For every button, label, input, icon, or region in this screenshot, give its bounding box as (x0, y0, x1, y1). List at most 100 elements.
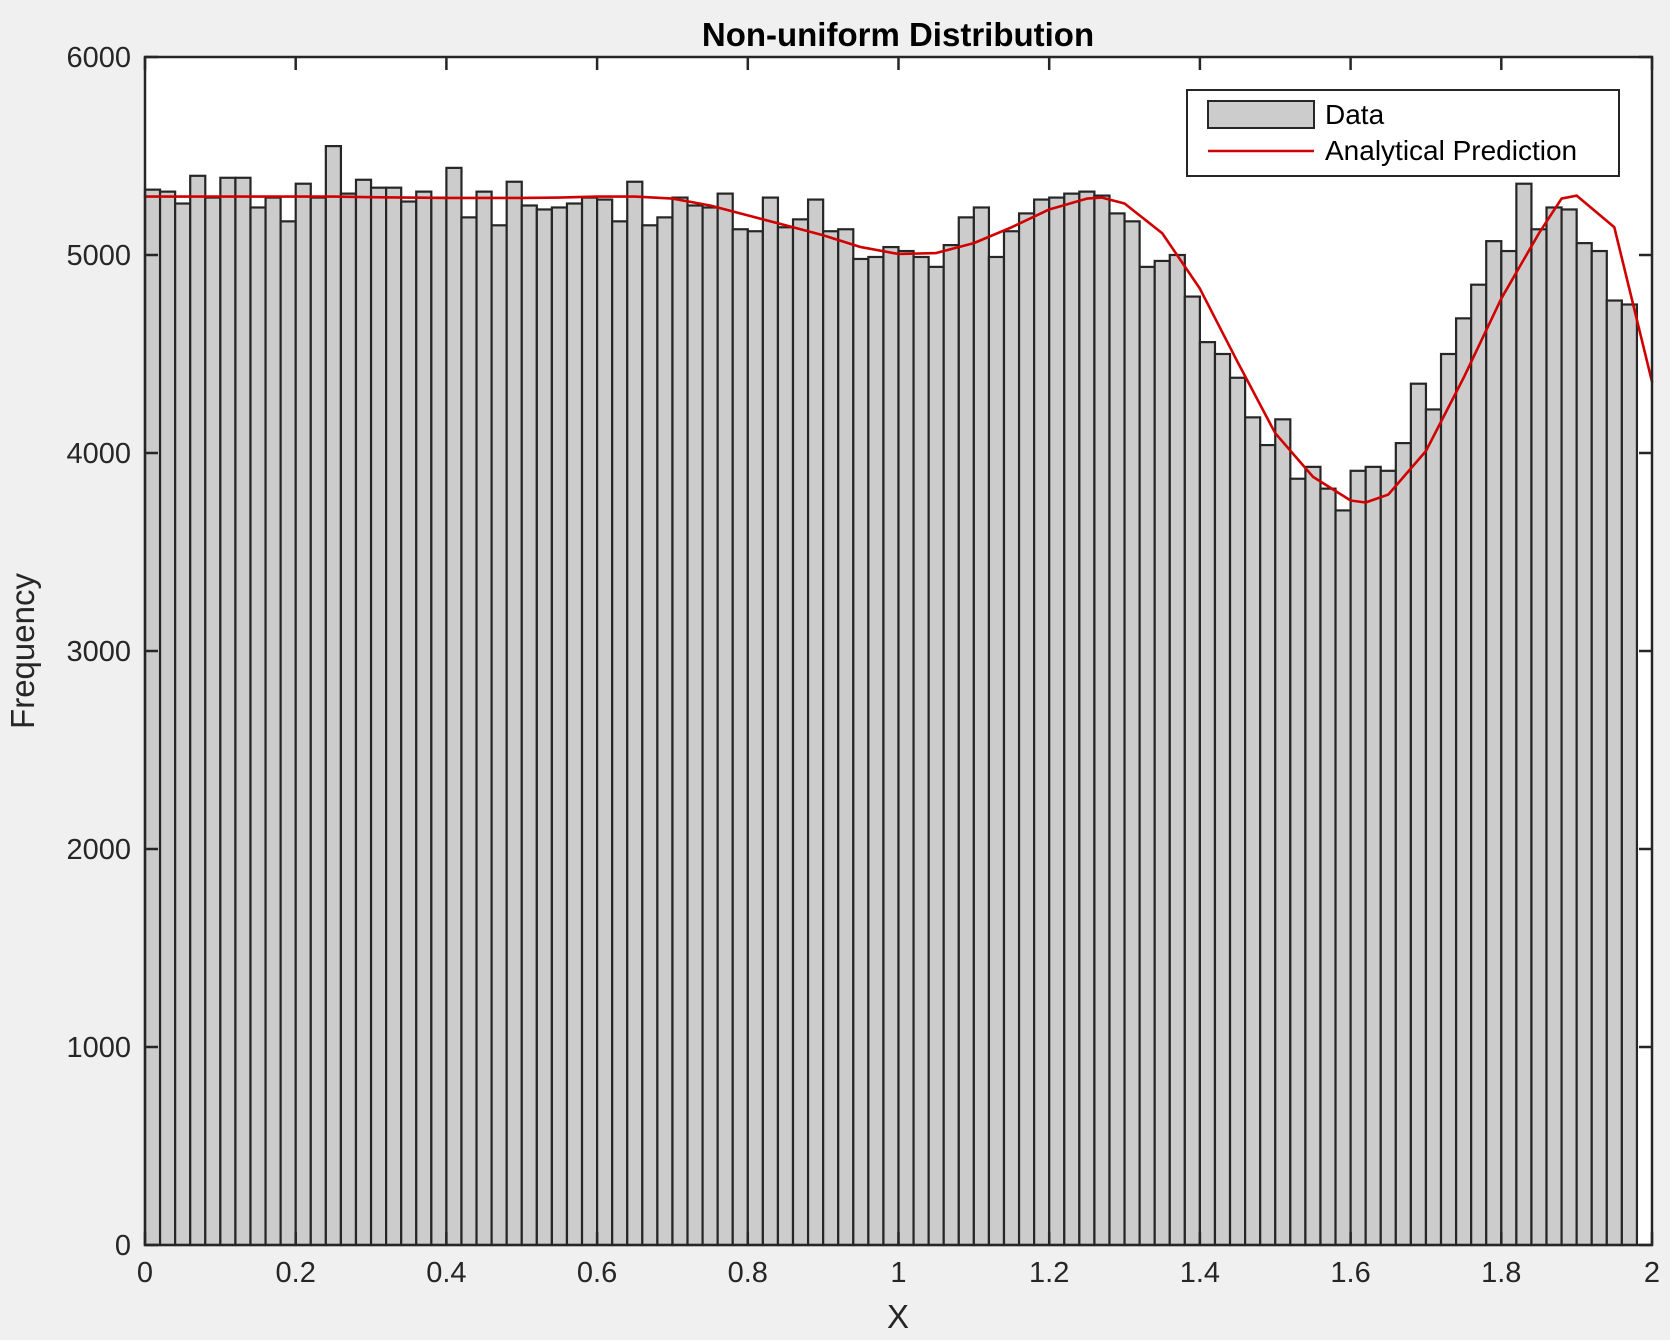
histogram-bar (1470, 283, 1488, 1247)
legend-data-label: Data (1325, 99, 1385, 130)
histogram-bar (761, 196, 780, 1247)
legend-data-swatch (1207, 100, 1315, 129)
histogram-bar (1605, 299, 1623, 1247)
histogram-bar (1063, 192, 1081, 1247)
histogram-bar (1560, 208, 1578, 1247)
histogram-bar (385, 186, 403, 1247)
histogram-bar (1590, 249, 1608, 1247)
x-tick-label: 0.8 (728, 1257, 768, 1289)
x-axis-label: X (887, 1298, 909, 1335)
histogram-bar (731, 228, 749, 1247)
y-tick-label: 5000 (66, 240, 131, 272)
histogram-bar (174, 202, 192, 1247)
histogram-bar (1289, 477, 1307, 1247)
histogram-bar (294, 182, 312, 1247)
histogram-bar (1515, 182, 1533, 1247)
histogram-bar (1244, 416, 1262, 1247)
x-tick-label: 1.8 (1481, 1257, 1521, 1289)
histogram-bar (234, 176, 252, 1247)
histogram-bar (460, 216, 478, 1247)
histogram-bar (1259, 443, 1277, 1247)
histogram-bar (1048, 196, 1066, 1247)
histogram-bar (445, 166, 463, 1247)
histogram-bar (852, 257, 870, 1247)
x-tick-label: 0 (137, 1257, 153, 1289)
histogram-bar (189, 174, 207, 1247)
x-tick-label: 2 (1644, 1257, 1660, 1289)
histogram-bar (897, 249, 915, 1247)
histogram-bar (580, 196, 599, 1247)
histogram-bar (535, 208, 553, 1247)
histogram-bar (354, 178, 373, 1247)
histogram-bar (1500, 249, 1518, 1247)
histogram-bar (475, 190, 493, 1247)
histogram-bar (1153, 259, 1171, 1247)
histogram-bar (143, 188, 162, 1247)
histogram-bar (791, 218, 810, 1247)
histogram-bar (1394, 442, 1412, 1247)
histogram-bar (776, 226, 795, 1247)
histogram-bar (1620, 303, 1639, 1247)
x-tick-label: 1 (890, 1257, 906, 1289)
analytical-prediction-line (143, 194, 1654, 504)
legend: Data Analytical Prediction (1186, 89, 1620, 177)
y-tick-label: 1000 (66, 1032, 131, 1064)
histogram-bar (1017, 212, 1036, 1247)
histogram-bar (1364, 465, 1382, 1247)
histogram-bar (837, 228, 855, 1247)
histogram-bar (1454, 317, 1473, 1247)
histogram-bar (641, 224, 659, 1247)
legend-prediction-label: Analytical Prediction (1325, 135, 1577, 166)
histogram-bar (1319, 487, 1337, 1247)
histogram-bar (867, 255, 885, 1247)
histogram-bar (1575, 242, 1593, 1247)
histogram-bar (701, 206, 719, 1247)
chart-title: Non-uniform Distribution (702, 16, 1094, 53)
histogram-bar (942, 244, 960, 1247)
histogram-bar (912, 255, 930, 1247)
histogram-bar (219, 176, 237, 1247)
histogram-bar (626, 180, 644, 1247)
histogram-bar (1213, 352, 1232, 1247)
histogram-bar (1485, 240, 1503, 1247)
histogram-bar (1002, 230, 1021, 1247)
histogram-bar (1168, 253, 1186, 1247)
ticks-layer: 0 0.2 0.4 0.6 0.8 1 1.2 1.4 1.6 1.8 2 0 1000 2000 3000… (66, 42, 1660, 1289)
x-tick-label: 0.2 (276, 1257, 316, 1289)
y-tick-label: 6000 (66, 42, 131, 74)
y-tick-label: 3000 (66, 636, 131, 668)
x-tick-label: 0.4 (426, 1257, 466, 1289)
histogram-bar (565, 202, 584, 1247)
x-tick-label: 1.2 (1029, 1257, 1069, 1289)
histogram-bar (1304, 465, 1322, 1247)
histogram-bar (415, 190, 433, 1247)
histogram-bar (324, 145, 343, 1247)
y-axis-label: Frequency (4, 573, 41, 729)
histogram-bar (1108, 212, 1126, 1247)
histogram-bar (400, 200, 418, 1247)
x-tick-label: 0.6 (577, 1257, 617, 1289)
histogram-bar (1228, 376, 1247, 1247)
histogram-bar (1379, 469, 1397, 1247)
histogram-bar (716, 192, 734, 1247)
histogram-bar (1274, 418, 1292, 1247)
histogram-bar (158, 190, 177, 1247)
histogram-bar (927, 265, 945, 1247)
histogram-bar (987, 255, 1006, 1247)
histogram-bar (611, 220, 629, 1247)
histogram-bar (1530, 228, 1548, 1247)
histogram-bar (1093, 194, 1111, 1247)
histogram-bar (430, 196, 448, 1247)
histogram-bar (882, 245, 900, 1247)
histogram-bar (822, 230, 840, 1247)
histogram-bar (204, 196, 222, 1247)
histogram-bar (505, 180, 523, 1247)
histogram-bar (1183, 295, 1201, 1247)
histogram-bar (746, 230, 764, 1247)
histogram-bar (972, 206, 991, 1247)
histogram-bar (490, 224, 508, 1247)
y-tick-label: 2000 (66, 834, 131, 866)
x-tick-label: 1.4 (1180, 1257, 1220, 1289)
histogram-bar (1349, 469, 1367, 1247)
